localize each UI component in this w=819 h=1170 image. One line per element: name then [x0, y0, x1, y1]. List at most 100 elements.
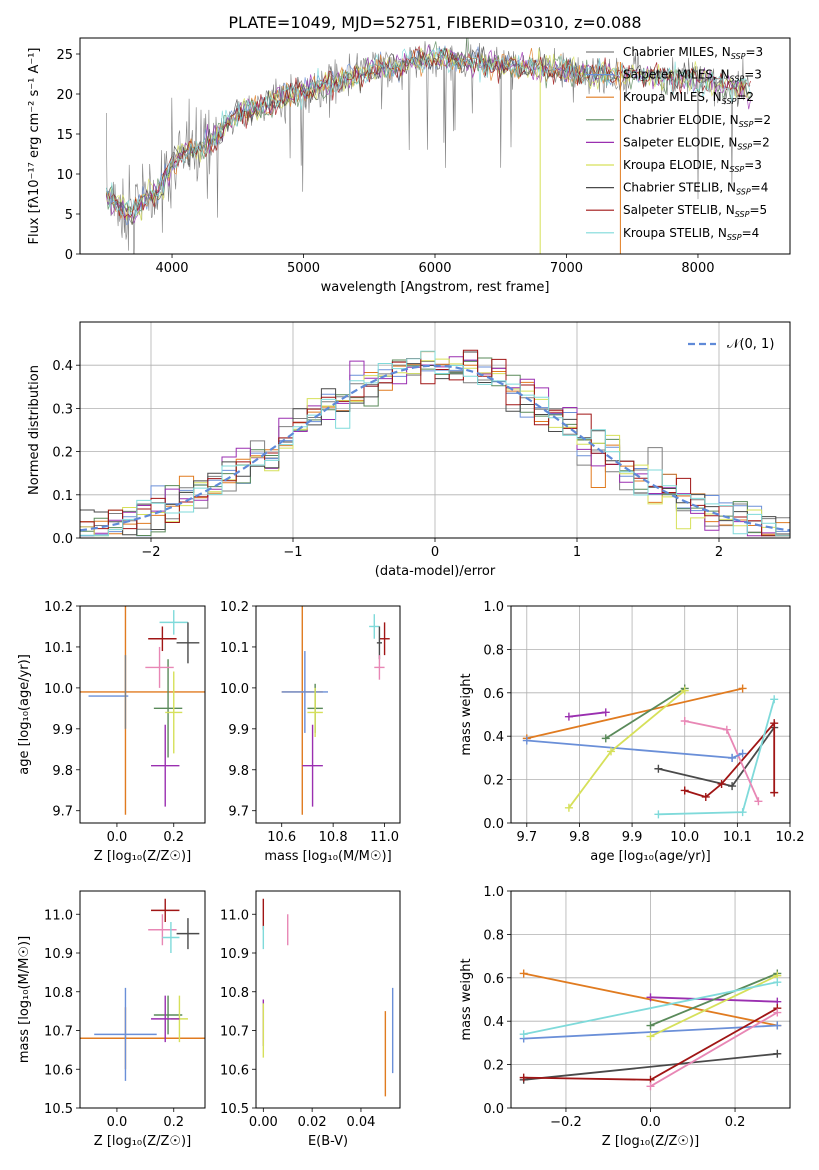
weight-marker-kroupa_elodie — [680, 686, 689, 695]
y-tick-label: 11.0 — [220, 908, 249, 923]
x-tick-label: 0.0 — [107, 830, 128, 845]
y-tick-label: 10.5 — [220, 1102, 249, 1117]
x-axis-label: E(B-V) — [308, 1134, 348, 1149]
panel-mass_vs_ebv: 0.00 0.02 0.04 10.5 10.6 10.7 10.8 10.9 11.0 E(B-… — [220, 890, 401, 1149]
y-axis-label: mass [log₁₀(M/M☉)] — [17, 936, 32, 1063]
axes-frame — [79, 321, 791, 539]
x-tick-label: 2 — [715, 545, 723, 560]
weight-line-salpeter_miles — [523, 1024, 778, 1040]
legend-entry: Kroupa ELODIE, NSSP=3 — [623, 158, 762, 174]
y-tick-label: 15 — [56, 128, 73, 143]
x-tick-label: 0.0 — [640, 1115, 661, 1130]
x-tick-label: 5000 — [287, 261, 320, 276]
y-tick-label: 10.8 — [220, 986, 249, 1001]
model-spectrum-kroupa_stelib — [105, 47, 751, 217]
x-axis-label: wavelength [Angstrom, rest frame] — [321, 280, 550, 295]
figure-title: PLATE=1049, MJD=52751, FIBERID=0310, z=0… — [228, 13, 641, 32]
y-tick-label: 10.7 — [44, 1025, 73, 1040]
legend-entry: Chabrier STELIB, NSSP=4 — [623, 181, 768, 197]
x-axis-label: (data-model)/error — [375, 564, 496, 579]
plot-area-mass_vs_Z — [80, 898, 205, 1081]
axes-frame — [79, 605, 206, 824]
weight-marker-salpeter_miles — [738, 749, 747, 758]
weight-marker-chabrier_elodie — [646, 1021, 655, 1030]
y-tick-label: 0 — [65, 248, 73, 263]
y-tick-label: 10.8 — [44, 986, 73, 1001]
y-axis-label: mass weight — [459, 673, 474, 755]
weight-marker-extra_pink — [722, 725, 731, 734]
weight-line-salpeter_miles — [731, 752, 743, 759]
x-tick-label: 10.0 — [670, 830, 699, 845]
y-axis-label: mass weight — [459, 958, 474, 1040]
y-tick-label: 1.0 — [483, 600, 504, 615]
weight-marker-salpeter_elodie — [564, 712, 573, 721]
weight-marker-salpeter_stelib — [770, 719, 779, 728]
histogram-salpeter_stelib — [80, 349, 790, 537]
x-tick-label: 1 — [573, 545, 581, 560]
y-tick-label: 10.9 — [220, 947, 249, 962]
legend-entry: Salpeter STELIB, NSSP=5 — [623, 203, 767, 219]
weight-line-kroupa_miles — [526, 687, 743, 740]
weight-marker-kroupa_elodie — [646, 1032, 655, 1041]
y-tick-label: 0.0 — [483, 1102, 504, 1117]
y-tick-label: 0.8 — [483, 643, 504, 658]
axes-frame — [510, 890, 791, 1109]
legend-entry: Kroupa MILES, NSSP=2 — [623, 90, 754, 106]
y-tick-label: 9.8 — [228, 764, 249, 779]
x-tick-label: 4000 — [155, 261, 188, 276]
panel-weight_vs_Z: −0.2 0.0 0.2 0.0 0.2 0.4 0.6 0.8 1.0 Z [log₁₀(Z/Z… — [459, 885, 791, 1149]
legend: Chabrier MILES, NSSP=3 Salpeter MILES, NS… — [586, 45, 771, 242]
x-tick-label: 0.2 — [163, 1115, 184, 1130]
x-axis-label: mass [log₁₀(M/M☉)] — [264, 849, 391, 864]
x-tick-label: 0.2 — [163, 830, 184, 845]
legend-entry: Chabrier ELODIE, NSSP=2 — [623, 113, 771, 129]
x-tick-label: 10.2 — [776, 830, 805, 845]
panel-age_vs_Z: 0.0 0.2 9.7 9.8 9.9 10.0 10.1 10.2 Z [log₁₀(Z/Z☉… — [17, 600, 206, 864]
panels: 4000 5000 6000 7000 80000510152025wavelength… — [17, 37, 804, 1149]
y-tick-label: 5 — [65, 208, 73, 223]
y-tick-label: 10.1 — [44, 641, 73, 656]
y-tick-label: 10.6 — [220, 1063, 249, 1078]
legend-entry: Kroupa STELIB, NSSP=4 — [623, 226, 759, 242]
weight-marker-extra_pink — [646, 1082, 655, 1091]
x-tick-label: 0 — [431, 545, 439, 560]
y-tick-label: 0.3 — [52, 402, 73, 417]
plot-area-mass_vs_ebv — [262, 898, 394, 1097]
y-tick-label: 9.9 — [52, 723, 73, 738]
legend-entry: Salpeter MILES, NSSP=3 — [623, 68, 762, 84]
plot-area-age_vs_mass — [281, 606, 390, 815]
x-tick-label: 9.7 — [516, 830, 537, 845]
x-tick-label: −0.2 — [550, 1115, 582, 1130]
model-spectrum-salpeter_stelib — [106, 45, 751, 218]
x-tick-label: 10.6 — [267, 830, 296, 845]
y-axis-label: Flux [fλ10⁻¹⁷ erg cm⁻² s⁻¹ A⁻¹] — [27, 48, 42, 245]
weight-marker-salpeter_elodie — [601, 708, 610, 717]
plot-area-weight_vs_age — [522, 684, 779, 819]
weight-marker-chabrier_stelib — [728, 782, 737, 791]
y-tick-label: 0.6 — [483, 687, 504, 702]
y-tick-label: 10 — [56, 168, 73, 183]
y-tick-label: 10.1 — [220, 641, 249, 656]
weight-marker-kroupa_elodie — [607, 747, 616, 756]
weight-marker-kroupa_stelib — [738, 808, 747, 817]
axes-frame — [255, 605, 401, 824]
x-tick-label: 6000 — [418, 261, 451, 276]
panel-weight_vs_age: 9.7 9.8 9.9 10.0 10.1 10.2 0.0 0.2 0.4 0.6 0.8 1.0 a… — [459, 600, 804, 864]
y-tick-label: 10.7 — [220, 1025, 249, 1040]
weight-marker-chabrier_stelib — [773, 1049, 782, 1058]
x-tick-label: 7000 — [550, 261, 583, 276]
weight-line-salpeter_elodie — [568, 711, 606, 718]
weight-line-chabrier_elodie — [605, 687, 686, 740]
y-tick-label: 0.2 — [483, 1059, 504, 1074]
weight-marker-kroupa_stelib — [654, 810, 663, 819]
x-tick-label: 10.1 — [723, 830, 752, 845]
y-tick-label: 0.1 — [52, 489, 73, 504]
y-tick-label: 9.8 — [52, 764, 73, 779]
y-tick-label: 10.6 — [44, 1063, 73, 1078]
weight-marker-kroupa_miles — [738, 684, 747, 693]
y-tick-label: 10.5 — [44, 1102, 73, 1117]
x-tick-label: 0.0 — [107, 1115, 128, 1130]
plot-area-weight_vs_Z — [519, 969, 782, 1091]
axes-frame — [510, 605, 791, 824]
